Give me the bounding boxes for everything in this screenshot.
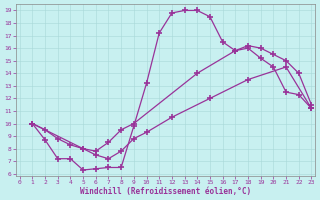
X-axis label: Windchill (Refroidissement éolien,°C): Windchill (Refroidissement éolien,°C) <box>80 187 251 196</box>
